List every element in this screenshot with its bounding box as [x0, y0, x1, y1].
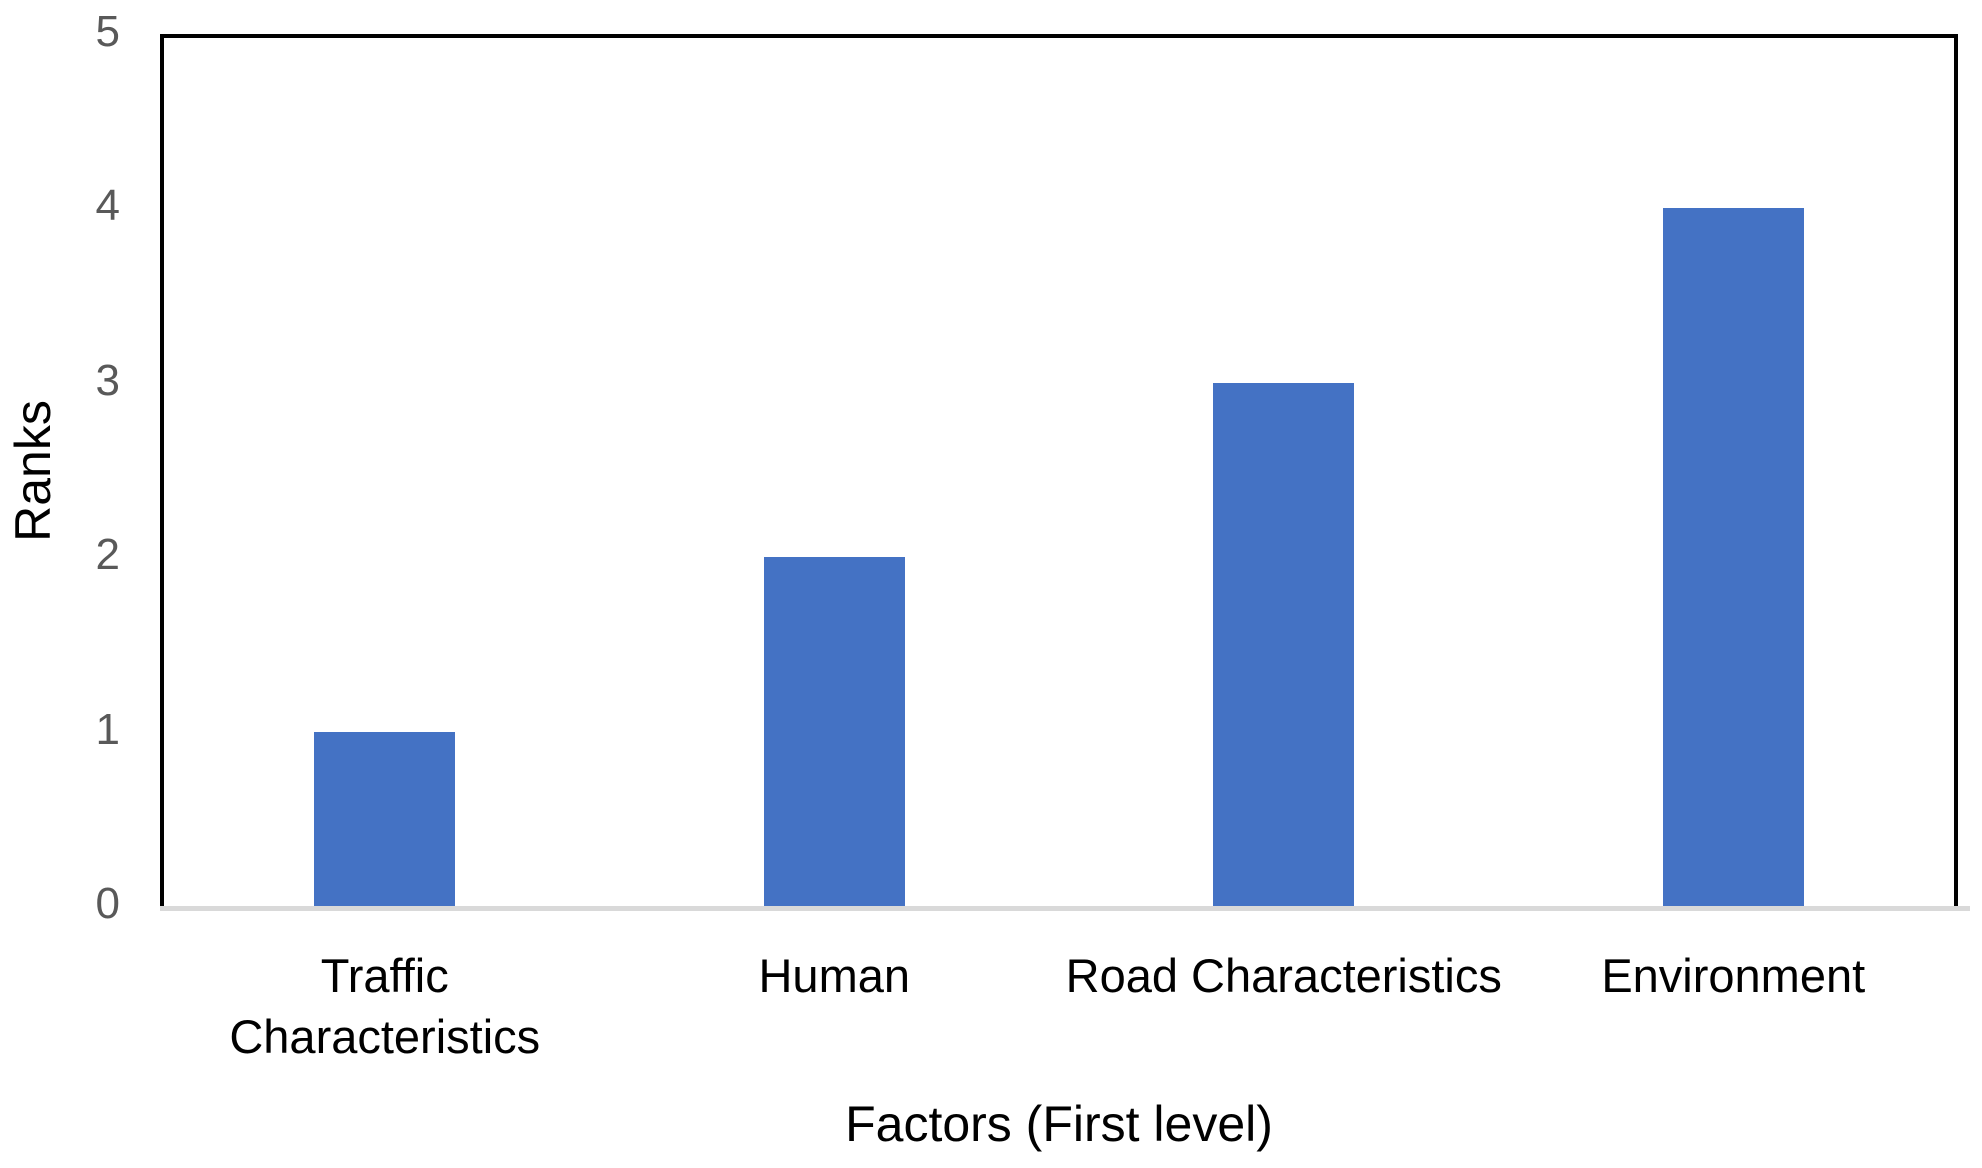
y-axis-title: Ranks	[5, 400, 61, 542]
y-tick-label: 0	[95, 879, 120, 929]
bar	[763, 557, 905, 906]
x-axis-title: Factors (First level)	[845, 1096, 1273, 1152]
y-tick-label: 5	[95, 7, 120, 57]
y-tick-label: 2	[95, 530, 120, 580]
plot-area-border	[160, 34, 1958, 910]
category-label: Road Characteristics	[1065, 949, 1502, 1002]
y-tick-label: 3	[95, 356, 120, 406]
category-label: Human	[758, 949, 910, 1002]
category-label: Environment	[1601, 949, 1866, 1002]
y-tick-label: 4	[95, 181, 120, 231]
x-axis-line	[160, 906, 1970, 911]
bar	[314, 731, 456, 906]
y-tick-label: 1	[95, 704, 120, 754]
category-label: Traffic Characteristics	[229, 949, 541, 1063]
bar	[1662, 208, 1804, 906]
bar	[1213, 382, 1355, 906]
